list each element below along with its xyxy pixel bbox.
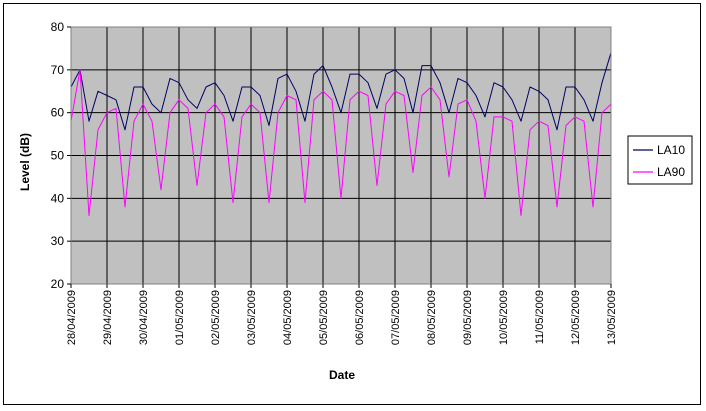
x-axis-label: Date xyxy=(329,368,355,382)
legend-label-la10: LA10 xyxy=(657,143,685,157)
x-tick-label: 05/05/2009 xyxy=(318,290,330,345)
y-tick-label: 40 xyxy=(51,191,65,205)
y-tick-label: 20 xyxy=(51,277,65,291)
y-tick-label: 80 xyxy=(51,20,65,34)
legend-label-la90: LA90 xyxy=(657,165,685,179)
y-tick-label: 50 xyxy=(51,149,65,163)
y-tick-label: 70 xyxy=(51,63,65,77)
series-line-la10 xyxy=(70,52,612,131)
y-axis-ticks: 20 30 40 50 60 70 80 xyxy=(51,20,71,291)
legend-box xyxy=(627,135,693,185)
x-tick-label: 03/05/2009 xyxy=(246,290,258,345)
x-axis-ticks: 28/04/2009 29/04/2009 30/04/2009 01/05/2009… xyxy=(66,284,618,345)
x-tick-label: 28/04/2009 xyxy=(66,290,78,345)
x-tick-label: 29/04/2009 xyxy=(102,290,114,345)
x-tick-label: 01/05/2009 xyxy=(174,290,186,345)
y-tick-label: 60 xyxy=(51,106,65,120)
y-tick-label: 30 xyxy=(51,234,65,248)
x-tick-label: 02/05/2009 xyxy=(210,290,222,345)
series-lines xyxy=(70,52,612,216)
series-line-la90 xyxy=(70,69,612,216)
grid-lines xyxy=(71,27,611,284)
x-tick-label: 04/05/2009 xyxy=(282,290,294,345)
x-tick-label: 07/05/2009 xyxy=(390,290,402,345)
chart-frame: 20 30 40 50 60 70 80 28/04/2009 29/04/2009 30/04… xyxy=(3,3,701,405)
line-chart: 20 30 40 50 60 70 80 28/04/2009 29/04/2009 30/04… xyxy=(18,20,693,382)
x-tick-label: 10/05/2009 xyxy=(498,290,510,345)
legend: LA10 LA90 xyxy=(627,135,693,185)
x-tick-label: 30/04/2009 xyxy=(138,290,150,345)
x-tick-label: 11/05/2009 xyxy=(534,290,546,344)
y-axis-label: Level (dB) xyxy=(18,133,32,191)
x-tick-label: 06/05/2009 xyxy=(354,290,366,345)
x-tick-label: 13/05/2009 xyxy=(606,290,618,345)
x-tick-label: 09/05/2009 xyxy=(462,290,474,345)
x-tick-label: 08/05/2009 xyxy=(426,290,438,345)
x-tick-label: 12/05/2009 xyxy=(570,290,582,345)
